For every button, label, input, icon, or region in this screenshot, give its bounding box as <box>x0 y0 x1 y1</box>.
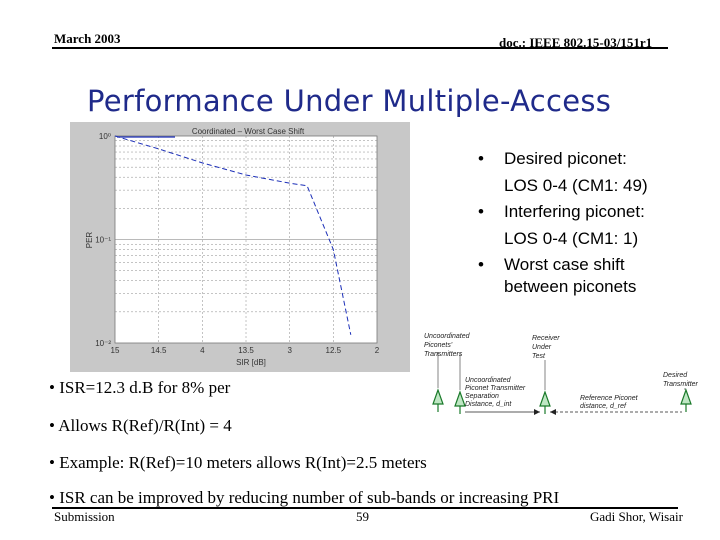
arrow-head-icon <box>550 409 556 415</box>
header-rule <box>52 47 668 49</box>
bullet-line: LOS 0-4 (CM1: 49) <box>504 176 648 195</box>
antenna-icon <box>539 390 551 407</box>
desired-label-1: Desired <box>663 372 688 379</box>
antenna-icons <box>432 388 692 414</box>
header-date: March 2003 <box>54 31 121 46</box>
chart-xlabel: SIR [dB] <box>236 358 266 367</box>
y-tick-label: 10⁻² <box>95 339 111 348</box>
sep-label-4: Distance, d_int <box>465 401 512 408</box>
bullet-line: between piconets <box>504 277 637 296</box>
chart-y-ticks: 10⁰ 10⁻¹ 10⁻² <box>95 132 111 348</box>
bullet-line: LOS 0-4 (CM1: 1) <box>504 229 639 248</box>
x-tick-label: 12.5 <box>326 346 342 355</box>
footer-page-number: 59 <box>356 509 369 524</box>
bullet-dot: • <box>478 202 484 221</box>
body-line-ratio: • Allows R(Ref)/R(Int) = 4 <box>49 416 232 435</box>
ref-label-1: Reference Piconet <box>580 395 639 402</box>
x-tick-label: 14.5 <box>151 346 167 355</box>
chart-title: Coordinated – Worst Case Shift <box>192 127 305 136</box>
footer-author: Gadi Shor, Wisair <box>590 509 683 524</box>
x-tick-label: 13.5 <box>238 346 254 355</box>
bullet-line: Desired piconet: <box>504 149 627 168</box>
y-tick-label: 10⁰ <box>99 132 111 141</box>
bullet-list: • Desired piconet: LOS 0-4 (CM1: 49) • I… <box>478 148 708 298</box>
arrow-head-icon <box>534 409 540 415</box>
antenna-icon <box>432 388 444 405</box>
piconet-diagram: Uncoordinated Piconets' Transmitters Rec… <box>424 333 699 415</box>
chart-ylabel: PER <box>85 232 94 249</box>
x-tick-label: 2 <box>375 346 380 355</box>
uncoord-label-1: Uncoordinated <box>424 333 471 340</box>
uncoord-label-3: Transmitters <box>424 351 463 358</box>
bullet-line: Interfering piconet: <box>504 202 645 221</box>
footer-rule <box>52 507 678 509</box>
per-chart: Coordinated – Worst Case Shift SIR [dB] … <box>70 122 410 372</box>
antenna-icon <box>454 390 466 407</box>
receiver-label-3: Test <box>532 353 546 360</box>
sep-label-1: Uncoordinated <box>465 377 512 384</box>
receiver-label-2: Under <box>532 344 552 351</box>
sep-label-3: Separation <box>465 393 499 400</box>
body-line-improve: • ISR can be improved by reducing number… <box>49 488 560 507</box>
header-doc-id: doc.: IEEE 802.15-03/151r1 <box>499 35 653 50</box>
antenna-icon <box>680 388 692 405</box>
chart-x-ticks: 15 14.5 4 13.5 3 12.5 2 <box>111 346 380 355</box>
slide-title: Performance Under Multiple-Access <box>87 84 612 118</box>
bullet-line: Worst case shift <box>504 255 625 274</box>
y-tick-label: 10⁻¹ <box>95 236 111 245</box>
x-tick-label: 3 <box>287 346 292 355</box>
sep-label-2: Piconet Transmitter <box>465 385 526 392</box>
x-tick-label: 15 <box>111 346 120 355</box>
body-line-isr: • ISR=12.3 d.B for 8% per <box>49 378 231 397</box>
chart-series <box>114 135 352 335</box>
bullet-dot: • <box>478 149 484 168</box>
ref-label-2: distance, d_ref <box>580 403 627 410</box>
uncoord-label-2: Piconets' <box>424 342 453 349</box>
receiver-label-1: Receiver <box>532 335 560 342</box>
per-series-line <box>114 135 352 335</box>
bullet-dot: • <box>478 255 484 274</box>
x-tick-label: 4 <box>200 346 205 355</box>
body-line-example: • Example: R(Ref)=10 meters allows R(Int… <box>49 453 427 472</box>
desired-label-2: Transmitter <box>663 381 699 388</box>
chart-grid <box>115 136 377 343</box>
footer-submission: Submission <box>54 509 115 524</box>
